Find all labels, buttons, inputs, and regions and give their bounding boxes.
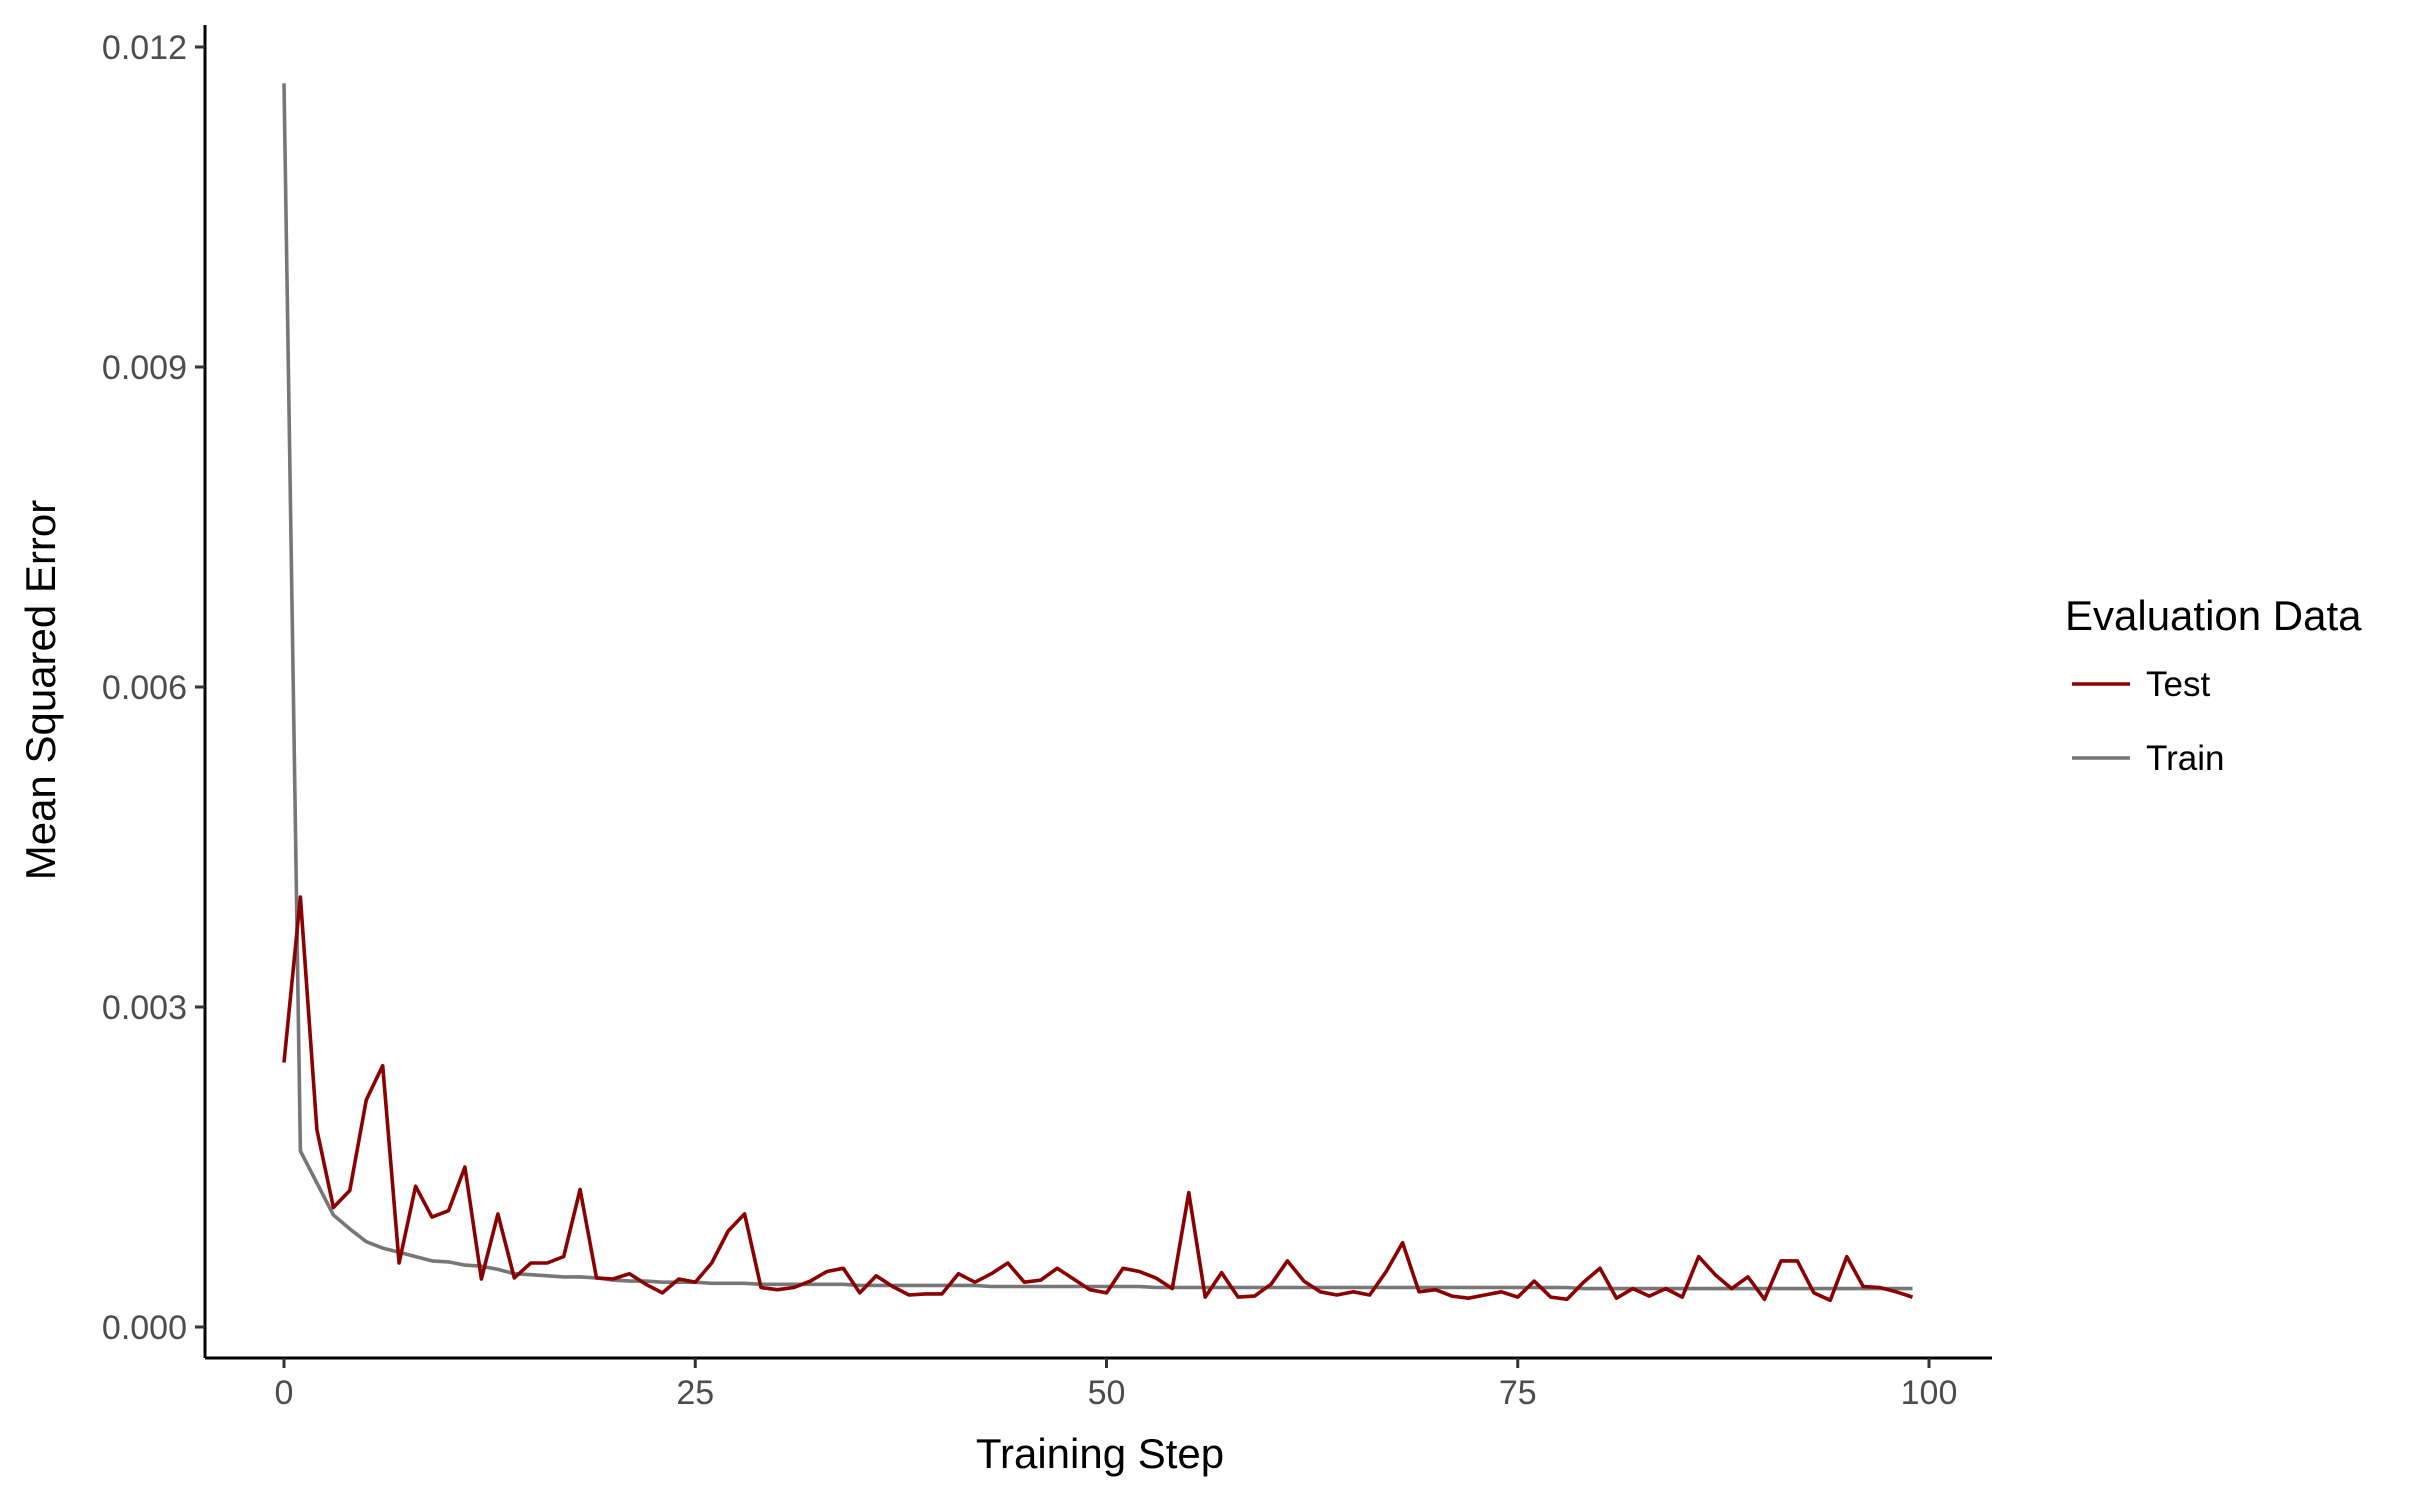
- legend: Evaluation Data Test Train: [2065, 592, 2362, 778]
- legend-label-test: Test: [2146, 665, 2210, 704]
- series-layer: [282, 83, 1914, 1303]
- y-tick-label: 0.000: [102, 1309, 187, 1347]
- series-line-test: [282, 895, 1914, 1303]
- y-tick-label: 0.012: [102, 29, 187, 67]
- x-tick-label: 75: [1499, 1374, 1537, 1412]
- legend-title: Evaluation Data: [2065, 592, 2362, 639]
- x-tick-label: 25: [676, 1374, 714, 1412]
- y-tick-label: 0.003: [102, 989, 187, 1027]
- y-tick-label: 0.006: [102, 669, 187, 707]
- x-tick-label: 0: [275, 1374, 294, 1412]
- x-axis-title: Training Step: [976, 1430, 1224, 1477]
- x-tick-label: 100: [1901, 1374, 1958, 1412]
- y-axis-title: Mean Squared Error: [17, 500, 64, 881]
- legend-label-train: Train: [2146, 739, 2224, 778]
- x-tick-label: 50: [1088, 1374, 1126, 1412]
- series-line-train: [282, 83, 1913, 1291]
- axes-layer: 0.000 0.003 0.006 0.009 0.012 0 25 50 75 100: [102, 25, 1992, 1412]
- y-tick-label: 0.009: [102, 349, 187, 387]
